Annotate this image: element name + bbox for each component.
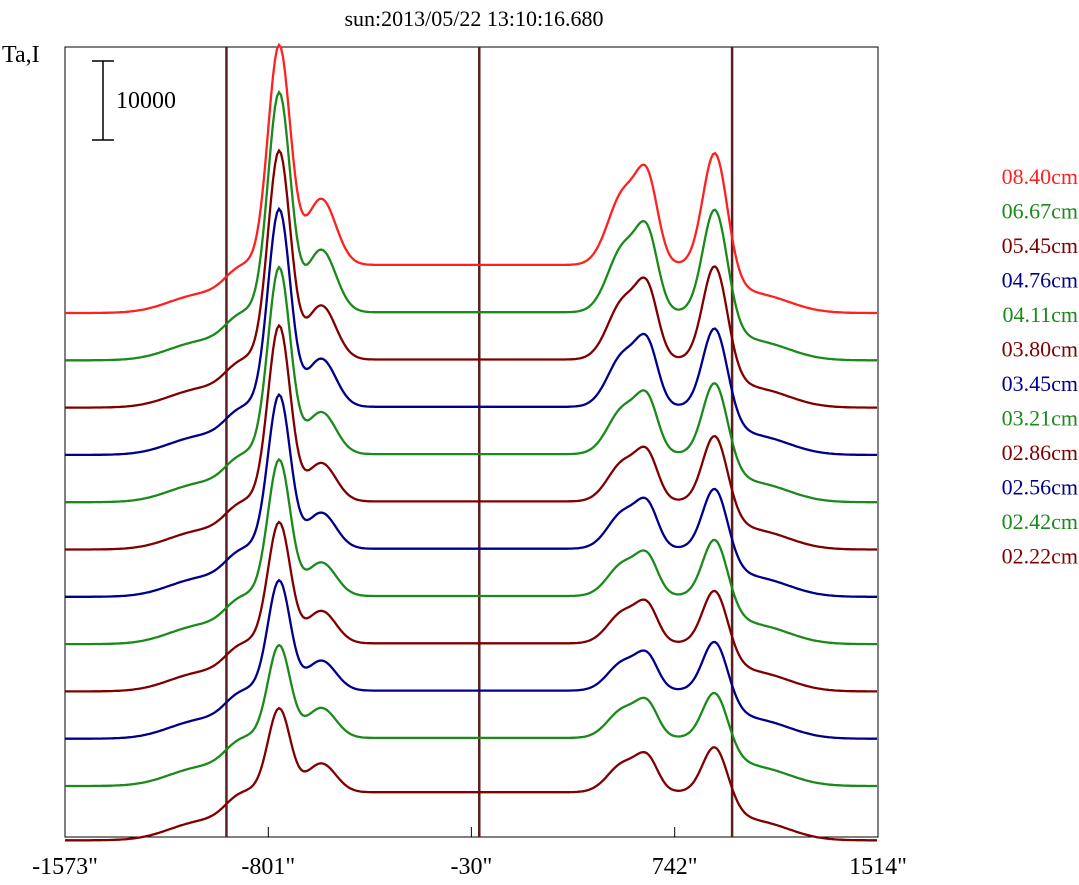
series-line-03.21cm [65,457,877,646]
x-tick-label-3: 742" [652,854,698,880]
series-line-06.67cm [65,89,877,362]
series-line-02.42cm [65,643,877,788]
legend-entry-02.42cm: 02.42cm [1002,509,1078,534]
legend-entry-03.21cm: 03.21cm [1002,406,1078,431]
legend-entry-03.80cm: 03.80cm [1002,337,1078,362]
x-tick-label-1: -801" [241,854,295,880]
series-line-04.11cm [65,265,877,504]
x-tick-label-2: -30" [450,854,492,880]
y-axis-label: Ta,I [2,42,40,68]
series-line-03.80cm [65,323,877,551]
series-line-02.86cm [65,520,877,693]
legend-entry-02.56cm: 02.56cm [1002,475,1078,500]
legend-entry-08.40cm: 08.40cm [1002,164,1078,189]
legend-entry-04.11cm: 04.11cm [1002,302,1078,327]
x-tick-label-0: -1573" [32,854,98,880]
legend-entry-02.86cm: 02.86cm [1002,440,1078,465]
legend-entry-04.76cm: 04.76cm [1002,268,1078,293]
legend-entry-06.67cm: 06.67cm [1002,199,1078,224]
series-line-03.45cm [65,392,877,598]
series-line-02.56cm [65,578,877,740]
series-line-08.40cm [65,42,877,315]
series-line-04.76cm [65,206,877,457]
x-tick-label-4: 1514" [849,854,907,880]
series-line-05.45cm [65,148,877,409]
scale-bar: 10000 [92,60,176,141]
legend-entry-05.45cm: 05.45cm [1002,233,1078,258]
chart-title: sun:2013/05/22 13:10:16.680 [344,6,603,31]
legend-entry-02.22cm: 02.22cm [1002,544,1078,569]
scale-bar-label: 10000 [116,88,176,114]
legend-entry-03.45cm: 03.45cm [1002,371,1078,396]
series-line-02.22cm [65,706,877,842]
